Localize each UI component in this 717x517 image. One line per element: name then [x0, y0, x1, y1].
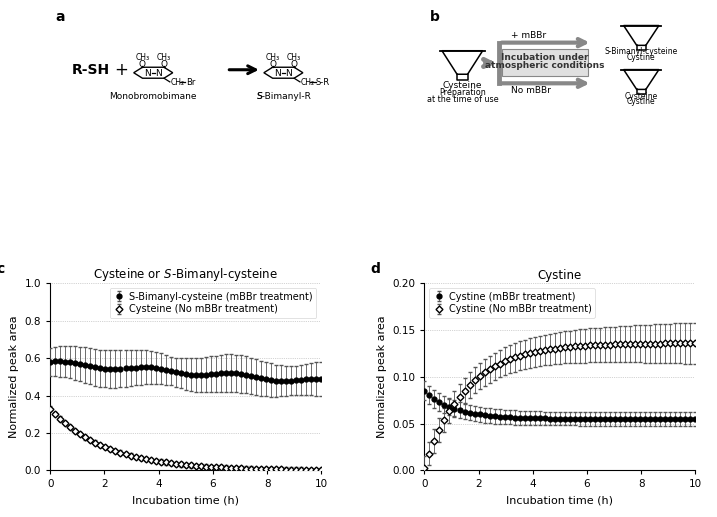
Title: Cystine: Cystine [538, 269, 582, 282]
Text: d: d [370, 262, 380, 276]
Text: S-Bimanyl-cysteine: S-Bimanyl-cysteine [604, 48, 678, 56]
Text: S-Bimanyl-R: S-Bimanyl-R [256, 92, 310, 100]
Text: S: S [257, 92, 262, 100]
Text: O: O [269, 60, 276, 69]
Text: CH₃: CH₃ [136, 53, 150, 62]
Text: O: O [161, 60, 168, 69]
Polygon shape [442, 51, 483, 74]
Title: Cysteine or $\it{S}$-Bimanyl-cysteine: Cysteine or $\it{S}$-Bimanyl-cysteine [93, 266, 278, 283]
Text: O: O [139, 60, 146, 69]
Legend: S-Bimanyl-cysteine (mBBr treatment), Cysteine (No mBBr treatment): S-Bimanyl-cysteine (mBBr treatment), Cys… [110, 288, 316, 318]
Polygon shape [630, 36, 652, 45]
Legend: Cystine (mBBr treatment), Cystine (No mBBr treatment): Cystine (mBBr treatment), Cystine (No mB… [429, 288, 595, 318]
Text: Br: Br [186, 78, 195, 87]
Y-axis label: Normalized peak area: Normalized peak area [376, 315, 386, 438]
Polygon shape [450, 63, 475, 74]
Text: Preparation: Preparation [439, 88, 485, 97]
Text: CH₂: CH₂ [300, 78, 315, 87]
Text: CH₃: CH₃ [157, 53, 171, 62]
Text: c: c [0, 262, 4, 276]
Polygon shape [624, 25, 659, 45]
X-axis label: Incubation time (h): Incubation time (h) [132, 495, 239, 505]
Text: b: b [429, 10, 440, 24]
Text: N: N [275, 69, 281, 78]
Text: O: O [290, 60, 298, 69]
Text: atmospheric conditions: atmospheric conditions [485, 61, 604, 70]
Text: R-SH: R-SH [72, 63, 110, 77]
Text: Cystine: Cystine [627, 53, 655, 63]
Text: CH₃: CH₃ [265, 53, 280, 62]
Text: Monobromobimane: Monobromobimane [110, 92, 197, 100]
Text: N: N [156, 69, 162, 78]
X-axis label: Incubation time (h): Incubation time (h) [506, 495, 614, 505]
Text: N: N [285, 69, 293, 78]
Text: CH₃: CH₃ [287, 53, 301, 62]
Text: + mBBr: + mBBr [511, 31, 546, 39]
Text: Cysteine: Cysteine [625, 92, 658, 100]
Text: a: a [56, 10, 65, 24]
Text: No mBBr: No mBBr [511, 86, 551, 96]
Polygon shape [624, 70, 659, 89]
Text: S-R: S-R [315, 78, 330, 87]
Y-axis label: Normalized peak area: Normalized peak area [9, 315, 19, 438]
Text: CH₂: CH₂ [171, 78, 184, 87]
Polygon shape [630, 80, 652, 89]
Text: Incubation under: Incubation under [501, 53, 589, 62]
FancyBboxPatch shape [502, 49, 589, 75]
Text: Cystine: Cystine [627, 97, 655, 107]
Text: N: N [144, 69, 151, 78]
Text: at the time of use: at the time of use [427, 95, 498, 104]
Text: +: + [114, 61, 128, 79]
Text: Cysteine: Cysteine [442, 81, 482, 89]
